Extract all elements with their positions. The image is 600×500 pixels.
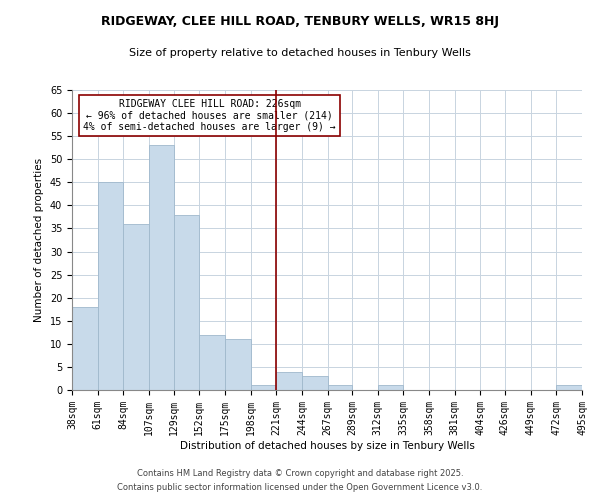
Text: Size of property relative to detached houses in Tenbury Wells: Size of property relative to detached ho… — [129, 48, 471, 58]
Bar — [328, 386, 352, 390]
Bar — [72, 307, 98, 390]
Bar — [98, 182, 124, 390]
Bar — [302, 376, 328, 390]
Bar — [124, 224, 149, 390]
Text: RIDGEWAY CLEE HILL ROAD: 226sqm
← 96% of detached houses are smaller (214)
4% of: RIDGEWAY CLEE HILL ROAD: 226sqm ← 96% of… — [83, 99, 336, 132]
Bar — [199, 334, 225, 390]
Text: RIDGEWAY, CLEE HILL ROAD, TENBURY WELLS, WR15 8HJ: RIDGEWAY, CLEE HILL ROAD, TENBURY WELLS,… — [101, 15, 499, 28]
Text: Contains HM Land Registry data © Crown copyright and database right 2025.: Contains HM Land Registry data © Crown c… — [137, 468, 463, 477]
Bar — [225, 339, 251, 390]
Bar — [149, 146, 173, 390]
Bar — [173, 214, 199, 390]
Bar — [276, 372, 302, 390]
Bar — [378, 386, 403, 390]
Y-axis label: Number of detached properties: Number of detached properties — [34, 158, 44, 322]
Bar — [556, 386, 582, 390]
Bar — [251, 386, 276, 390]
Text: Contains public sector information licensed under the Open Government Licence v3: Contains public sector information licen… — [118, 484, 482, 492]
X-axis label: Distribution of detached houses by size in Tenbury Wells: Distribution of detached houses by size … — [179, 440, 475, 450]
